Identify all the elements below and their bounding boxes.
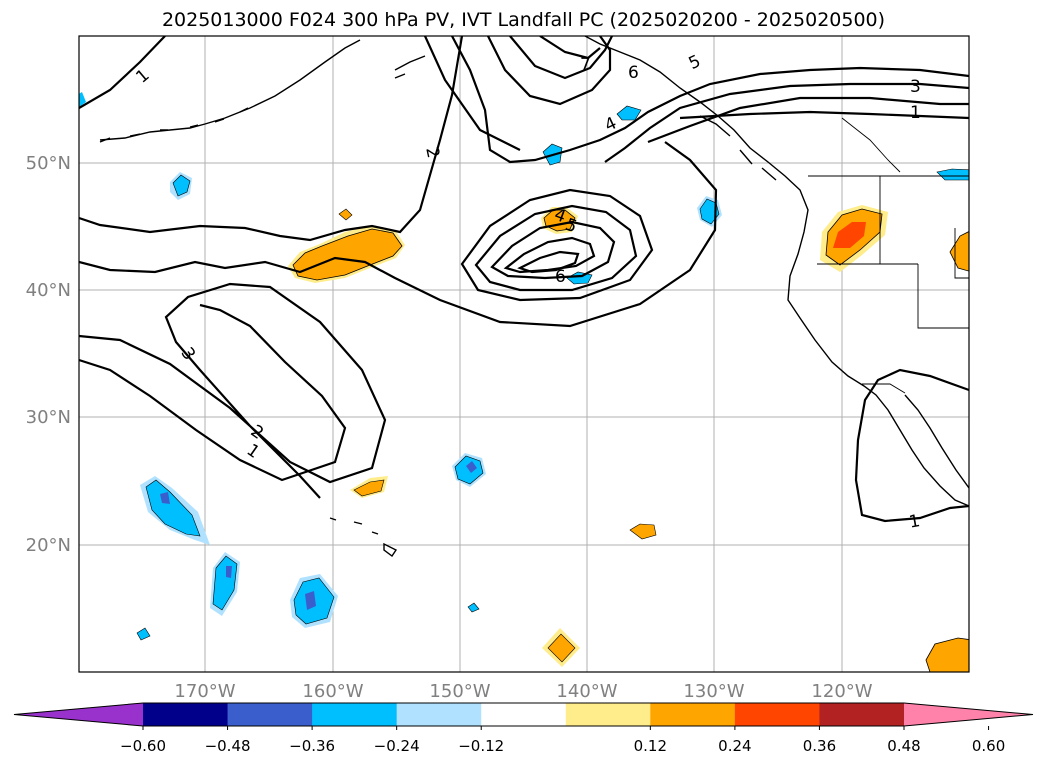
lat-label-40n: 40°N	[25, 280, 71, 301]
negative-pc-blob	[136, 627, 151, 641]
pv-contours	[79, 36, 969, 523]
colorbar-tick-label: −0.24	[373, 737, 420, 755]
colorbar-tick-label: −0.36	[289, 737, 336, 755]
positive-pc-blob	[833, 222, 866, 248]
negative-pc-blob	[226, 566, 232, 578]
map-title: 2025013000 F024 300 hPa PV, IVT Landfall…	[161, 9, 886, 31]
colorbar-tick-label: −0.12	[458, 737, 505, 755]
colorbar-segment	[819, 703, 905, 726]
lon-label-160w: 160°W	[302, 681, 364, 702]
colorbar-tick-label: −0.60	[120, 737, 166, 755]
contour-label: 7	[580, 55, 591, 75]
contour-label: 6	[628, 63, 639, 83]
lat-label-30n: 30°N	[25, 407, 71, 428]
lat-label-20n: 20°N	[25, 535, 71, 556]
pc-shading	[79, 92, 969, 672]
negative-pc-blob	[305, 591, 316, 610]
positive-pc-blob	[353, 479, 385, 497]
colorbar-tick-label: 0.24	[718, 737, 752, 755]
colorbar-segment	[143, 703, 229, 726]
positive-pc-blob	[338, 208, 353, 221]
colorbar-segment	[227, 703, 313, 726]
contour-label: 2	[421, 145, 443, 160]
state-borders	[808, 117, 969, 394]
contour-label: 1	[910, 103, 921, 123]
contour-label: 1	[908, 511, 922, 533]
negative-pc-blob	[466, 461, 477, 473]
colorbar-segment	[565, 703, 651, 726]
colorbar-segment	[650, 703, 736, 726]
colorbar-tick-label: 0.36	[802, 737, 837, 755]
contour-label: 3	[910, 77, 921, 97]
colorbar-tick-label: 0.12	[633, 737, 668, 755]
negative-pc-blob	[936, 168, 969, 181]
colorbar-extend-max	[904, 703, 1033, 726]
colorbar-segment	[734, 703, 820, 726]
lon-label-150w: 150°W	[429, 681, 491, 702]
colorbar-segment	[481, 703, 567, 726]
contour-label: 6	[555, 267, 566, 287]
negative-pc-blob	[172, 174, 191, 197]
colorbar-extend-min	[14, 703, 143, 726]
colorbar	[13, 702, 1034, 730]
lat-label-50n: 50°N	[25, 153, 71, 174]
colorbar-segment	[312, 703, 398, 726]
negative-pc-blob	[616, 105, 642, 121]
coastlines	[99, 36, 969, 558]
lon-label-120w: 120°W	[811, 681, 873, 702]
colorbar-tick-label: 0.60	[971, 737, 1006, 755]
lon-label-130w: 130°W	[683, 681, 745, 702]
negative-pc-blob	[145, 479, 201, 537]
positive-pc-blob	[547, 633, 576, 663]
colorbar-tick-label: −0.48	[204, 737, 251, 755]
negative-pc-blob	[79, 92, 86, 108]
positive-pc-blob	[292, 228, 403, 281]
positive-pc-blob	[925, 637, 969, 672]
negative-pc-blob	[160, 492, 170, 504]
map-frame	[78, 35, 970, 673]
positive-pc-blob	[629, 523, 657, 540]
lon-label-140w: 140°W	[556, 681, 618, 702]
lon-label-170w: 170°W	[174, 681, 236, 702]
colorbar-tick-label: 0.48	[887, 737, 921, 755]
negative-pc-blob	[467, 602, 480, 613]
colorbar-segment	[396, 703, 482, 726]
